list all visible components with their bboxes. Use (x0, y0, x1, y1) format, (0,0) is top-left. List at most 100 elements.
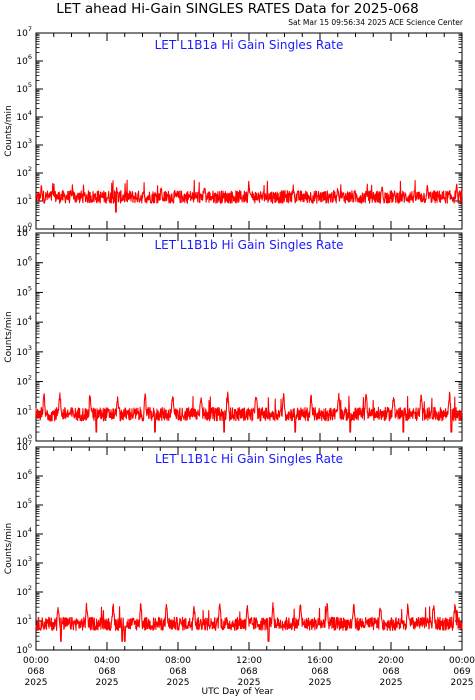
y-axis-label: Counts/min (4, 523, 14, 574)
y-tick-exponent: 0 (28, 221, 32, 229)
y-tick-exponent: 0 (28, 433, 32, 441)
y-tick-exponent: 2 (28, 584, 32, 592)
y-tick-base: 10 (16, 29, 28, 39)
series-line (35, 602, 463, 642)
y-tick-label: 102 (16, 374, 32, 388)
x-tick-doy: 068 (240, 667, 257, 677)
y-tick-exponent: 3 (28, 344, 32, 352)
y-tick-exponent: 5 (28, 81, 32, 89)
y-tick-label: 103 (16, 555, 32, 569)
y-tick-base: 10 (16, 407, 28, 417)
y-tick-label: 104 (16, 314, 32, 328)
y-tick-exponent: 7 (28, 225, 32, 233)
y-tick-label: 103 (16, 137, 32, 151)
y-tick-label: 107 (16, 25, 32, 39)
timestamp: Sat Mar 15 09:56:34 2025 ACE Science Cen… (288, 18, 463, 27)
y-tick-exponent: 0 (28, 642, 32, 650)
x-tick-doy: 068 (311, 667, 328, 677)
y-tick-base: 10 (16, 259, 28, 269)
x-tick-year: 2025 (25, 678, 48, 688)
y-tick-base: 10 (16, 559, 28, 569)
y-axis-label: Counts/min (4, 105, 14, 156)
x-tick-time: 00:00 (449, 656, 475, 666)
x-tick-year: 2025 (451, 678, 474, 688)
y-tick-label: 103 (16, 344, 32, 358)
y-tick-label: 105 (16, 81, 32, 95)
y-tick-label: 107 (16, 439, 32, 453)
y-tick-exponent: 1 (28, 403, 32, 411)
y-tick-label: 102 (16, 165, 32, 179)
y-tick-base: 10 (16, 472, 28, 482)
x-tick-time: 12:00 (236, 656, 262, 666)
y-tick-exponent: 4 (28, 109, 32, 117)
y-axis-label: Counts/min (4, 311, 14, 362)
y-tick-label: 100 (16, 642, 32, 656)
y-tick-exponent: 6 (28, 468, 32, 476)
x-tick-time: 00:00 (23, 656, 49, 666)
y-tick-base: 10 (16, 141, 28, 151)
x-tick-labels: 00:00068202504:00068202508:00068202512:0… (23, 656, 475, 688)
x-tick-doy: 068 (382, 667, 399, 677)
y-tick-label: 100 (16, 221, 32, 235)
x-tick-doy: 069 (453, 667, 470, 677)
y-tick-exponent: 7 (28, 25, 32, 33)
series-line (35, 179, 463, 213)
x-tick-year: 2025 (309, 678, 332, 688)
y-tick-label: 105 (16, 284, 32, 298)
y-tick-label: 107 (16, 225, 32, 239)
y-tick-label: 101 (16, 193, 32, 207)
y-tick-base: 10 (16, 318, 28, 328)
x-tick-doy: 068 (27, 667, 44, 677)
y-tick-label: 106 (16, 255, 32, 269)
y-tick-label: 104 (16, 526, 32, 540)
y-tick-label: 106 (16, 468, 32, 482)
y-tick-base: 10 (16, 225, 28, 235)
y-tick-label: 102 (16, 584, 32, 598)
x-tick-year: 2025 (96, 678, 119, 688)
y-tick-base: 10 (16, 437, 28, 447)
y-tick-exponent: 2 (28, 374, 32, 382)
y-tick-label: 101 (16, 403, 32, 417)
y-tick-exponent: 3 (28, 555, 32, 563)
series-line (35, 391, 463, 433)
x-tick-time: 04:00 (94, 656, 120, 666)
page-title: LET ahead Hi-Gain SINGLES RATES Data for… (56, 1, 419, 17)
x-tick-doy: 068 (169, 667, 186, 677)
y-tick-base: 10 (16, 501, 28, 511)
y-tick-exponent: 7 (28, 439, 32, 447)
y-tick-exponent: 4 (28, 526, 32, 534)
x-tick-year: 2025 (380, 678, 403, 688)
y-tick-base: 10 (16, 229, 28, 239)
y-tick-exponent: 3 (28, 137, 32, 145)
y-tick-base: 10 (16, 197, 28, 207)
y-tick-base: 10 (16, 378, 28, 388)
y-tick-base: 10 (16, 530, 28, 540)
x-tick-time: 08:00 (165, 656, 191, 666)
y-tick-exponent: 1 (28, 193, 32, 201)
x-tick-doy: 068 (98, 667, 115, 677)
y-tick-label: 105 (16, 497, 32, 511)
y-tick-exponent: 5 (28, 497, 32, 505)
y-tick-exponent: 6 (28, 53, 32, 61)
y-tick-base: 10 (16, 169, 28, 179)
y-tick-label: 100 (16, 433, 32, 447)
y-tick-exponent: 1 (28, 613, 32, 621)
y-tick-base: 10 (16, 85, 28, 95)
x-tick-year: 2025 (167, 678, 190, 688)
y-tick-base: 10 (16, 646, 28, 656)
panel-title: LET L1B1c Hi Gain Singles Rate (155, 452, 343, 466)
y-tick-exponent: 5 (28, 284, 32, 292)
panel-title: LET L1B1a Hi Gain Singles Rate (155, 38, 344, 52)
y-tick-base: 10 (16, 57, 28, 67)
y-tick-label: 106 (16, 53, 32, 67)
y-tick-exponent: 2 (28, 165, 32, 173)
y-tick-exponent: 6 (28, 255, 32, 263)
y-tick-base: 10 (16, 588, 28, 598)
y-tick-base: 10 (16, 348, 28, 358)
y-tick-base: 10 (16, 113, 28, 123)
x-tick-time: 16:00 (307, 656, 333, 666)
y-tick-base: 10 (16, 617, 28, 627)
